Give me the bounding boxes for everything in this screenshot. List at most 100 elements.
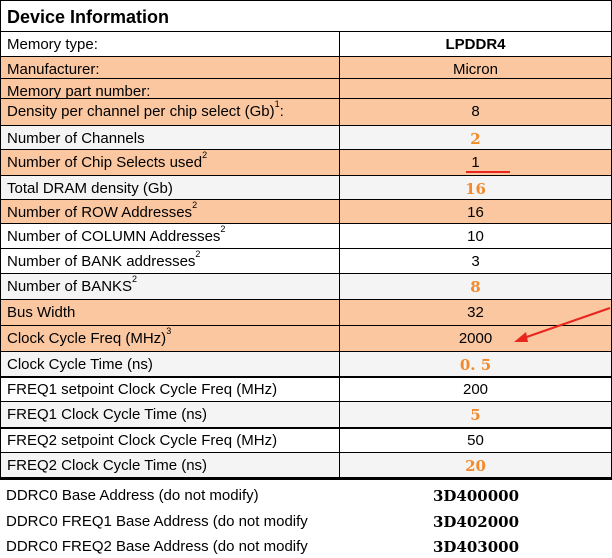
- table-row: FREQ1 setpoint Clock Cycle Freq (MHz) 200: [0, 377, 612, 402]
- row-value: 8: [470, 278, 481, 296]
- row-label-text: Number of ROW Addresses: [7, 204, 193, 221]
- row-value: 0. 5: [459, 356, 492, 374]
- row-label-cell: Number of Channels: [0, 126, 340, 150]
- footnote-marker: 2: [202, 150, 208, 160]
- base-address-label: DDRC0 FREQ2 Base Address (do not modify: [6, 538, 308, 555]
- row-label-text: Clock Cycle Time (ns): [7, 356, 153, 373]
- row-value: 16: [467, 204, 484, 221]
- row-value-cell[interactable]: 0. 5: [340, 352, 612, 377]
- row-label: Number of ROW Addresses2: [7, 201, 197, 222]
- base-address-row: DDRC0 FREQ1 Base Address (do not modify 3…: [0, 507, 612, 532]
- table-row: FREQ2 setpoint Clock Cycle Freq (MHz) 50: [0, 428, 612, 453]
- row-label: Density per channel per chip select (Gb)…: [7, 100, 284, 121]
- row-label-text: Number of BANK addresses: [7, 253, 196, 270]
- row-label: Clock Cycle Time (ns): [7, 356, 153, 373]
- table-row: Total DRAM density (Gb) 16: [0, 176, 612, 200]
- base-address-row: DDRC0 Base Address (do not modify) 3D4000…: [0, 481, 612, 506]
- row-label-text: Number of COLUMN Addresses: [7, 228, 221, 245]
- row-label-cell: Bus Width: [0, 300, 340, 326]
- row-value-cell[interactable]: 20: [340, 453, 612, 478]
- table-row: Clock Cycle Freq (MHz)3 2000: [0, 326, 612, 352]
- row-label-cell: Density per channel per chip select (Gb)…: [0, 99, 340, 126]
- row-label: Manufacturer:: [7, 61, 100, 78]
- table-row: FREQ2 Clock Cycle Time (ns) 20: [0, 453, 612, 478]
- row-label-cell: Clock Cycle Time (ns): [0, 352, 340, 377]
- row-label: Number of COLUMN Addresses2: [7, 225, 225, 246]
- row-label-text: Bus Width: [7, 304, 76, 321]
- row-value: Micron: [452, 61, 498, 78]
- row-label: Total DRAM density (Gb): [7, 180, 173, 197]
- row-label-cell: FREQ1 setpoint Clock Cycle Freq (MHz): [0, 377, 340, 402]
- row-label-cell: Manufacturer:: [0, 57, 340, 79]
- section-title: Device Information: [0, 0, 612, 32]
- row-value: 20: [465, 457, 486, 475]
- row-value: 16: [465, 180, 486, 198]
- row-label-cell: Memory type:: [0, 32, 340, 57]
- row-label-text: FREQ2 Clock Cycle Time (ns): [7, 457, 208, 474]
- table-row: Density per channel per chip select (Gb)…: [0, 99, 612, 126]
- row-value-cell[interactable]: LPDDR4: [340, 32, 612, 57]
- row-label: Bus Width: [7, 304, 75, 321]
- base-address-value: 3D403000: [432, 538, 520, 556]
- row-label-cell: Number of COLUMN Addresses2: [0, 224, 340, 249]
- base-address-value: 3D402000: [432, 513, 520, 531]
- row-value-cell[interactable]: 32: [340, 300, 612, 326]
- row-label: Number of Channels: [7, 130, 145, 147]
- row-label-cell: Total DRAM density (Gb): [0, 176, 340, 200]
- table-row: Clock Cycle Time (ns) 0. 5: [0, 352, 612, 377]
- red-arrow-annotation: [514, 307, 611, 342]
- row-value-cell[interactable]: 3: [340, 249, 612, 274]
- row-label-suffix: :: [279, 103, 284, 120]
- table-row: Bus Width 32: [0, 300, 612, 326]
- footnote-marker: 2: [192, 200, 198, 210]
- row-label: Clock Cycle Freq (MHz)3: [7, 327, 171, 348]
- row-value: 5: [470, 406, 481, 424]
- row-label-text: Clock Cycle Freq (MHz): [7, 330, 167, 347]
- row-label: FREQ2 Clock Cycle Time (ns): [7, 457, 207, 474]
- table-row: Number of Chip Selects used2 1: [0, 150, 612, 176]
- footnote-marker: 2: [195, 249, 201, 259]
- table-row: Number of ROW Addresses2 16: [0, 200, 612, 224]
- base-address-value: 3D400000: [432, 487, 520, 505]
- row-value-cell[interactable]: 16: [340, 176, 612, 200]
- base-address-label: DDRC0 FREQ1 Base Address (do not modify: [6, 513, 308, 530]
- row-value-cell[interactable]: 5: [340, 402, 612, 428]
- table-row: Memory part number:: [0, 79, 612, 100]
- row-value-cell[interactable]: 10: [340, 224, 612, 249]
- row-label-text: Density per channel per chip select (Gb): [7, 103, 275, 120]
- row-value-cell[interactable]: 8: [340, 99, 612, 126]
- sep-table-end: [0, 478, 612, 480]
- footnote-marker: 1: [274, 99, 280, 109]
- row-value: 50: [467, 432, 484, 449]
- row-value: 2: [470, 130, 481, 148]
- row-value-cell[interactable]: [340, 79, 612, 99]
- row-value-cell[interactable]: 200: [340, 377, 612, 402]
- row-label-cell: FREQ2 setpoint Clock Cycle Freq (MHz): [0, 428, 340, 453]
- row-value: 32: [467, 304, 484, 321]
- row-label-cell: Number of BANKS2: [0, 274, 340, 300]
- section-title-text: Device Information: [7, 7, 170, 27]
- table-row: Number of BANK addresses2 3: [0, 249, 612, 274]
- row-label: Number of BANK addresses2: [7, 250, 200, 271]
- row-label: FREQ2 setpoint Clock Cycle Freq (MHz): [7, 432, 277, 449]
- row-label: Number of Chip Selects used2: [7, 151, 207, 172]
- base-address-label: DDRC0 Base Address (do not modify): [6, 487, 259, 504]
- row-value-cell[interactable]: 16: [340, 200, 612, 224]
- row-value-cell[interactable]: 2: [340, 126, 612, 150]
- base-address-row: DDRC0 FREQ2 Base Address (do not modify 3…: [0, 532, 612, 557]
- row-value: LPDDR4: [445, 36, 506, 53]
- row-label-text: Total DRAM density (Gb): [7, 180, 173, 197]
- row-label: Number of BANKS2: [7, 275, 137, 296]
- footnote-marker: 2: [220, 224, 226, 234]
- row-value: 10: [467, 228, 484, 245]
- row-label-cell: FREQ2 Clock Cycle Time (ns): [0, 453, 340, 478]
- row-value-cell[interactable]: Micron: [340, 57, 612, 79]
- row-label: FREQ1 Clock Cycle Time (ns): [7, 406, 207, 423]
- row-value-cell[interactable]: 50: [340, 428, 612, 453]
- table-row: FREQ1 Clock Cycle Time (ns) 5: [0, 402, 612, 428]
- row-value-cell[interactable]: 8: [340, 274, 612, 300]
- row-label-cell: Clock Cycle Freq (MHz)3: [0, 326, 340, 352]
- row-label-cell: Number of BANK addresses2: [0, 249, 340, 274]
- row-value-cell[interactable]: 2000: [340, 326, 612, 352]
- row-label: FREQ1 setpoint Clock Cycle Freq (MHz): [7, 381, 277, 398]
